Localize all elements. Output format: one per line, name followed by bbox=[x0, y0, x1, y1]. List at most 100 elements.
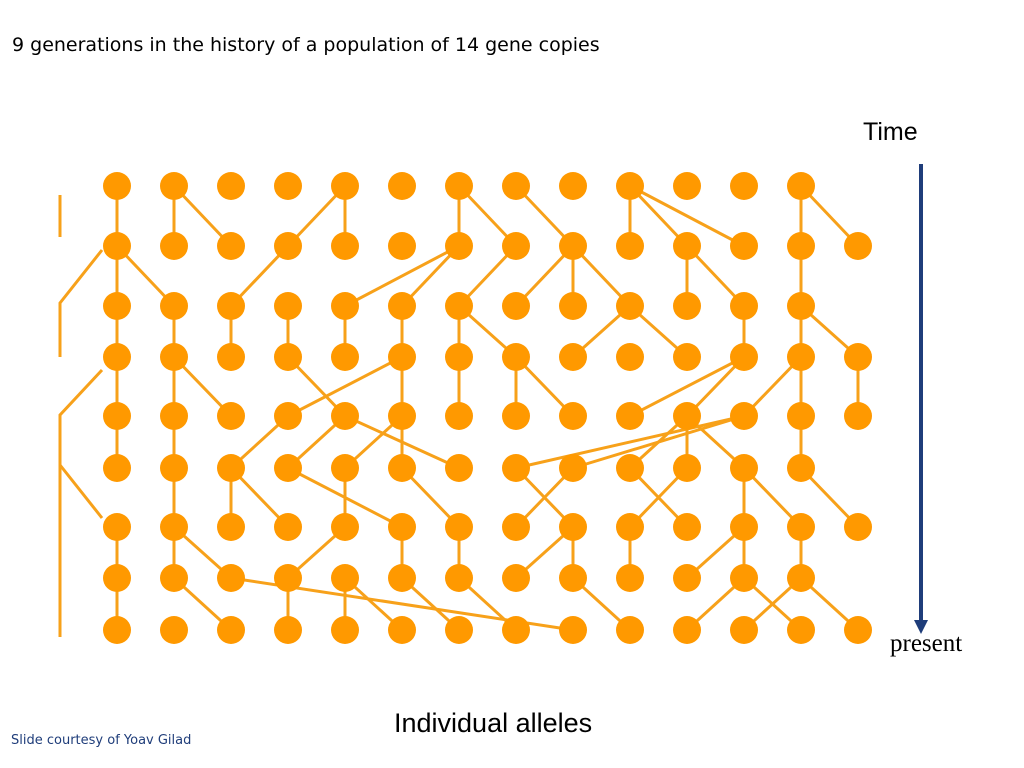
gene-copy-node bbox=[160, 172, 188, 200]
bracket-line-branch bbox=[58, 464, 104, 519]
gene-copy-node bbox=[673, 616, 701, 644]
lineage-edge bbox=[629, 184, 745, 248]
gene-copy-node bbox=[844, 402, 872, 430]
gene-copy-node bbox=[502, 402, 530, 430]
gene-copy-node bbox=[673, 402, 701, 430]
gene-copy-node bbox=[616, 172, 644, 200]
gene-copy-node bbox=[559, 454, 587, 482]
gene-copy-node bbox=[217, 292, 245, 320]
gene-copy-node bbox=[103, 292, 131, 320]
gene-copy-node bbox=[160, 564, 188, 592]
gene-copy-node bbox=[445, 343, 473, 371]
gene-copy-node bbox=[673, 232, 701, 260]
gene-copy-node bbox=[787, 513, 815, 541]
time-arrow bbox=[914, 164, 928, 634]
gene-copy-node bbox=[616, 292, 644, 320]
gene-copy-node bbox=[616, 454, 644, 482]
gene-copy-node bbox=[730, 172, 758, 200]
gene-copy-node bbox=[559, 343, 587, 371]
gene-copy-node bbox=[559, 232, 587, 260]
gene-copy-nodes bbox=[103, 172, 872, 644]
gene-copy-node bbox=[502, 513, 530, 541]
gene-copy-node bbox=[331, 343, 359, 371]
gene-copy-node bbox=[730, 454, 758, 482]
bracket-line-lower bbox=[58, 368, 104, 637]
gene-copy-node bbox=[103, 616, 131, 644]
gene-copy-node bbox=[103, 343, 131, 371]
gene-copy-node bbox=[445, 616, 473, 644]
time-label: Time bbox=[863, 118, 918, 146]
gene-copy-node bbox=[502, 292, 530, 320]
gene-copy-node bbox=[103, 172, 131, 200]
gene-copy-node bbox=[331, 564, 359, 592]
gene-copy-node bbox=[844, 513, 872, 541]
gene-copy-node bbox=[274, 616, 302, 644]
gene-copy-node bbox=[274, 172, 302, 200]
gene-copy-node bbox=[787, 402, 815, 430]
gene-copy-node bbox=[787, 454, 815, 482]
gene-copy-node bbox=[103, 402, 131, 430]
gene-copy-node bbox=[331, 402, 359, 430]
gene-copy-node bbox=[787, 172, 815, 200]
gene-copy-node bbox=[388, 172, 416, 200]
gene-copy-node bbox=[274, 343, 302, 371]
gene-copy-node bbox=[730, 292, 758, 320]
gene-copy-node bbox=[217, 616, 245, 644]
gene-copy-node bbox=[388, 616, 416, 644]
gene-copy-node bbox=[445, 564, 473, 592]
gene-copy-node bbox=[445, 232, 473, 260]
gene-copy-node bbox=[217, 454, 245, 482]
gene-copy-node bbox=[673, 564, 701, 592]
lineage-edge bbox=[287, 355, 403, 418]
gene-copy-node bbox=[103, 513, 131, 541]
gene-copy-node bbox=[217, 172, 245, 200]
gene-copy-node bbox=[673, 292, 701, 320]
gene-copy-node bbox=[730, 343, 758, 371]
gene-copy-node bbox=[160, 513, 188, 541]
gene-copy-node bbox=[445, 454, 473, 482]
gene-copy-node bbox=[217, 232, 245, 260]
gene-copy-node bbox=[274, 232, 302, 260]
gene-copy-node bbox=[160, 402, 188, 430]
gene-copy-node bbox=[730, 513, 758, 541]
gene-copy-node bbox=[787, 292, 815, 320]
gene-copy-node bbox=[160, 292, 188, 320]
gene-copy-node bbox=[388, 292, 416, 320]
gene-copy-node bbox=[388, 232, 416, 260]
gene-copy-node bbox=[559, 292, 587, 320]
x-axis-label: Individual alleles bbox=[394, 708, 593, 738]
gene-copy-node bbox=[502, 172, 530, 200]
gene-copy-node bbox=[274, 292, 302, 320]
gene-copy-node bbox=[274, 402, 302, 430]
gene-copy-node bbox=[217, 564, 245, 592]
gene-copy-node bbox=[673, 172, 701, 200]
gene-copy-node bbox=[673, 513, 701, 541]
gene-copy-node bbox=[388, 564, 416, 592]
gene-copy-node bbox=[559, 616, 587, 644]
gene-copy-node bbox=[559, 402, 587, 430]
left-bracket-lines bbox=[58, 195, 104, 637]
gene-copy-node bbox=[787, 616, 815, 644]
gene-copy-node bbox=[160, 454, 188, 482]
gene-copy-node bbox=[331, 292, 359, 320]
gene-copy-node bbox=[388, 343, 416, 371]
gene-copy-node bbox=[616, 616, 644, 644]
gene-copy-node bbox=[559, 513, 587, 541]
present-label: present bbox=[890, 630, 963, 657]
gene-copy-node bbox=[217, 402, 245, 430]
gene-copy-node bbox=[730, 402, 758, 430]
gene-copy-node bbox=[388, 513, 416, 541]
gene-copy-node bbox=[844, 343, 872, 371]
gene-copy-node bbox=[445, 292, 473, 320]
gene-copy-node bbox=[730, 616, 758, 644]
gene-copy-node bbox=[730, 564, 758, 592]
gene-copy-node bbox=[502, 616, 530, 644]
gene-copy-node bbox=[616, 402, 644, 430]
gene-copy-node bbox=[616, 343, 644, 371]
gene-copy-node bbox=[103, 232, 131, 260]
gene-copy-node bbox=[217, 513, 245, 541]
gene-copy-node bbox=[103, 454, 131, 482]
gene-copy-node bbox=[217, 343, 245, 371]
gene-copy-node bbox=[160, 616, 188, 644]
